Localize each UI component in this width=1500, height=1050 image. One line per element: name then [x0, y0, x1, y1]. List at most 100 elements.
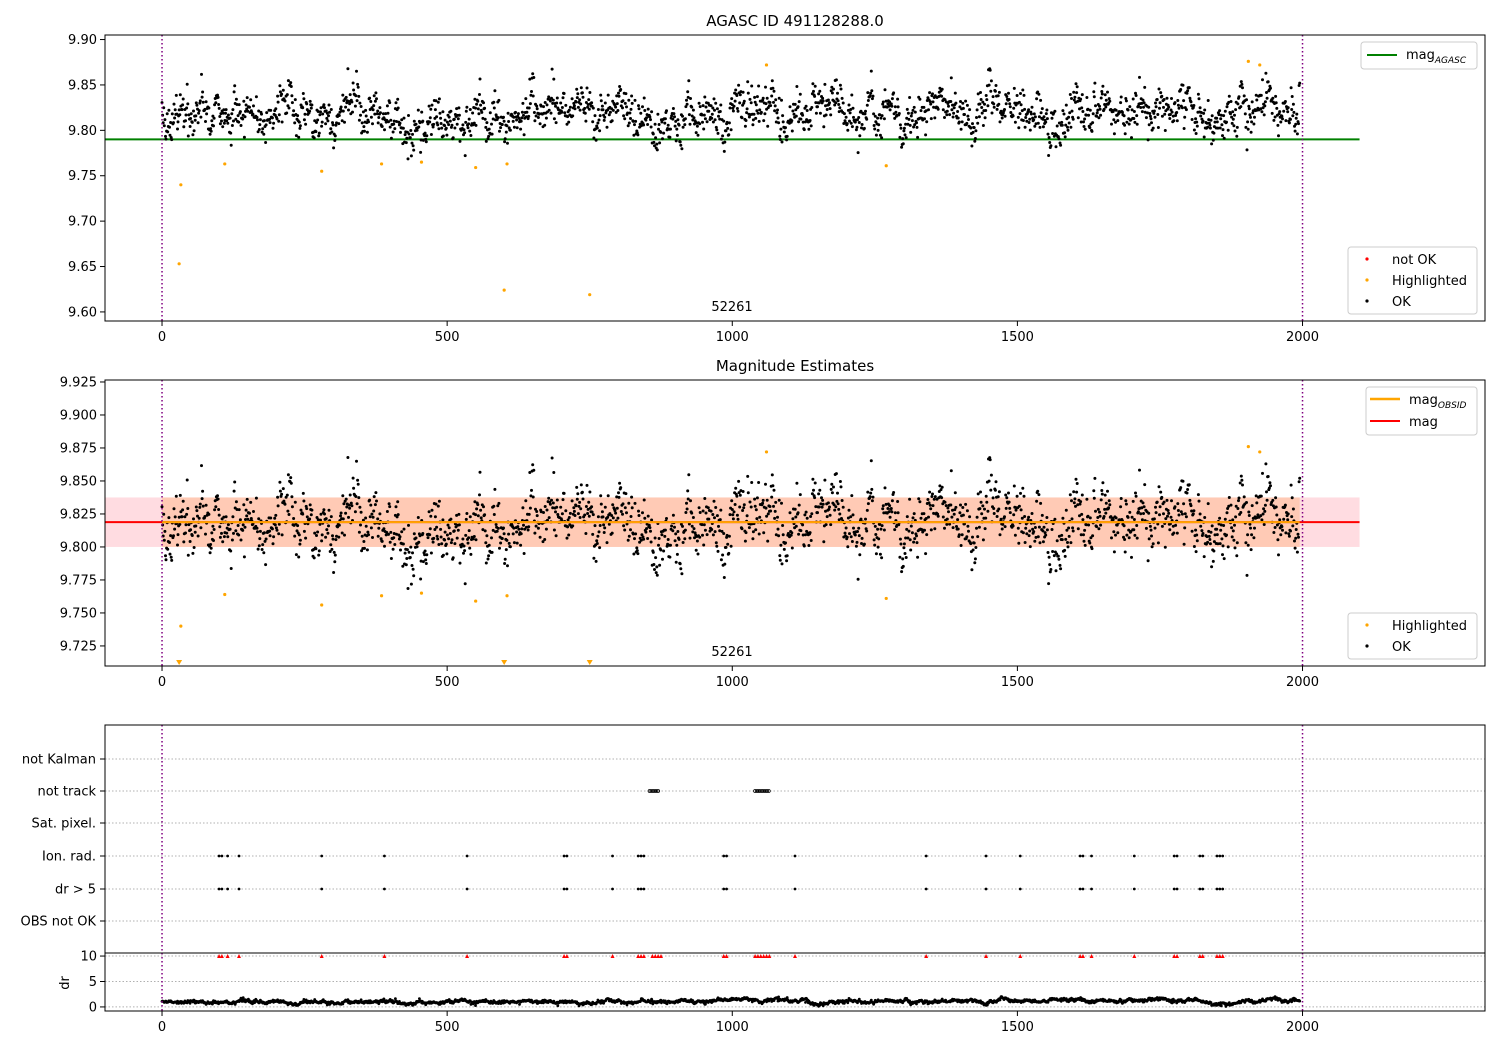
- ok-point: [619, 510, 623, 513]
- ok-point: [818, 89, 822, 93]
- ok-point: [285, 493, 289, 497]
- ok-point: [697, 506, 701, 510]
- ok-point: [276, 504, 280, 508]
- ok-point: [166, 130, 170, 134]
- ok-point: [1245, 148, 1249, 152]
- ok-point: [1249, 548, 1253, 552]
- ok-point: [1199, 114, 1203, 118]
- ok-point: [481, 528, 485, 532]
- ok-point: [1261, 471, 1264, 475]
- ok-point: [836, 502, 840, 506]
- ok-point: [433, 515, 437, 519]
- ok-point: [308, 99, 312, 103]
- ok-point: [1086, 514, 1090, 518]
- ok-point: [1112, 118, 1116, 122]
- ok-point: [455, 513, 459, 517]
- ok-point: [207, 106, 211, 110]
- ok-point: [753, 497, 757, 501]
- ok-point: [1058, 563, 1062, 567]
- ok-point: [595, 542, 599, 545]
- ok-point: [930, 495, 934, 498]
- ok-point: [943, 526, 946, 530]
- ok-point: [243, 525, 247, 529]
- flag-point: [636, 887, 640, 891]
- ok-point: [1276, 123, 1280, 127]
- ok-point: [746, 474, 750, 478]
- flag-point: [984, 887, 988, 891]
- ok-point: [827, 507, 831, 511]
- ok-point: [788, 511, 792, 515]
- ok-point: [998, 533, 1002, 537]
- ok-point: [1222, 136, 1226, 140]
- ok-point: [1151, 542, 1155, 546]
- ok-point: [794, 524, 798, 528]
- ok-point: [1225, 120, 1228, 124]
- ok-point: [646, 123, 650, 126]
- ok-point: [761, 96, 765, 100]
- ok-point: [258, 118, 262, 122]
- ok-point: [769, 509, 773, 513]
- ok-point: [929, 102, 933, 106]
- ok-point: [717, 114, 720, 118]
- ok-point: [522, 552, 526, 555]
- ok-point: [314, 130, 318, 134]
- ok-point: [502, 532, 506, 536]
- ok-point: [1141, 501, 1145, 505]
- ok-point: [735, 513, 739, 517]
- ok-point: [960, 533, 964, 537]
- ok-point: [484, 561, 488, 565]
- flag-point: [226, 887, 230, 891]
- ok-point: [1073, 95, 1077, 99]
- ok-point: [1004, 493, 1008, 497]
- ok-point: [849, 515, 853, 519]
- x-tick-label-1500: 1500: [1001, 675, 1034, 690]
- ok-point: [1297, 122, 1300, 126]
- ok-point: [164, 558, 168, 562]
- ok-point: [410, 564, 414, 567]
- ok-point: [1020, 109, 1024, 113]
- ok-point: [1003, 114, 1007, 118]
- ok-point: [289, 481, 293, 485]
- ok-point: [809, 124, 813, 128]
- legend-mag: mag: [1409, 415, 1438, 430]
- ok-point: [666, 123, 670, 127]
- ok-point: [1091, 112, 1095, 116]
- ok-point: [1289, 86, 1293, 90]
- ok-point: [522, 133, 526, 137]
- ok-point: [531, 495, 535, 499]
- ok-point: [744, 119, 748, 122]
- ok-point: [280, 492, 284, 496]
- ok-point: [1176, 103, 1180, 107]
- ok-point: [1092, 489, 1096, 493]
- ok-point: [502, 115, 505, 119]
- ok-point: [940, 94, 944, 98]
- ok-point: [176, 543, 179, 547]
- ok-point: [160, 505, 164, 509]
- ok-point: [1035, 97, 1039, 101]
- ok-point: [1168, 117, 1172, 120]
- ok-point: [341, 93, 345, 97]
- ok-point: [596, 108, 600, 111]
- ok-point: [1142, 505, 1146, 509]
- ok-point: [327, 114, 330, 118]
- ok-point: [301, 491, 305, 495]
- ok-point: [245, 514, 249, 518]
- ok-point: [395, 120, 398, 123]
- ok-point: [257, 128, 261, 131]
- ok-point: [854, 544, 858, 548]
- ok-point: [464, 517, 468, 521]
- ok-point: [900, 570, 904, 574]
- ok-point: [560, 512, 564, 516]
- ok-point: [931, 492, 934, 496]
- ok-point: [883, 88, 887, 92]
- ok-point: [860, 126, 863, 130]
- ok-point: [850, 540, 854, 543]
- ok-point: [581, 497, 585, 501]
- ok-point: [959, 544, 963, 547]
- ok-point: [904, 536, 908, 540]
- ok-point: [575, 497, 579, 501]
- flag-point: [1078, 887, 1082, 891]
- ok-point: [1252, 536, 1256, 540]
- flag-point: [320, 887, 324, 891]
- ok-point: [924, 109, 928, 113]
